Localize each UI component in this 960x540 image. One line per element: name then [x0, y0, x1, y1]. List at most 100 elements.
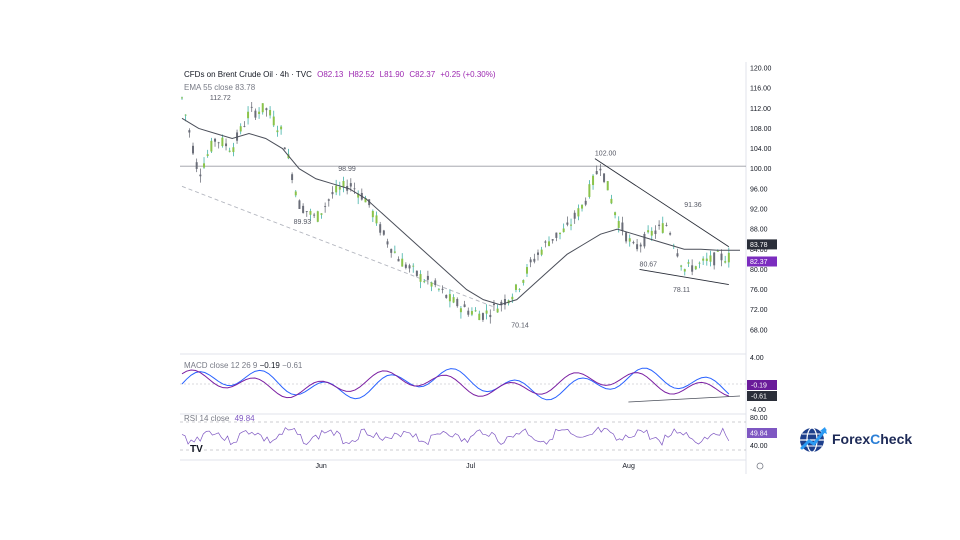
macd-badge-2 [747, 391, 777, 401]
candle-body [577, 208, 580, 217]
candle-body [581, 204, 584, 209]
candle-body [698, 262, 701, 264]
candle-body [353, 188, 356, 190]
candle-body [386, 241, 389, 245]
candle-body [217, 142, 220, 144]
price-annotation: 70.14 [511, 322, 529, 329]
price-tick-label: 100.00 [750, 166, 772, 173]
ohlc-open: O82.13 [317, 70, 344, 79]
candle-body [412, 265, 415, 267]
candle-body [636, 244, 639, 250]
ema-55-line [181, 117, 740, 306]
candle-body [525, 267, 528, 274]
candle-body [269, 110, 272, 116]
macd-value-1: −0.19 [259, 361, 280, 370]
candle-body [727, 252, 730, 263]
candle-body [522, 280, 525, 283]
macd-tick-label: -4.00 [750, 407, 766, 414]
candle-body [221, 137, 224, 147]
candle-body [401, 258, 404, 267]
rsi-label: RSI 14 close [184, 414, 230, 423]
close-price-badge-text: 82.37 [750, 259, 768, 266]
rsi-line [181, 426, 730, 446]
candle-body [617, 220, 620, 228]
candle-body [305, 211, 308, 212]
price-tick-label: 72.00 [750, 307, 768, 314]
price-tick-label: 116.00 [750, 86, 771, 93]
candle-body [500, 301, 503, 306]
candle-body [470, 311, 473, 315]
time-axis-label: Aug [622, 463, 635, 470]
rsi-tick-label: 80.00 [750, 415, 768, 422]
candle-body [225, 143, 228, 147]
candle-body [492, 303, 495, 306]
descending-trendline [181, 185, 495, 308]
chart-header: CFDs on Brent Crude Oil · 4h · TVC O82.1… [184, 70, 496, 79]
ema-price-badge-text: 83.78 [750, 242, 768, 249]
time-axis-label: Jun [316, 463, 327, 470]
price-annotation: 80.67 [640, 261, 658, 268]
candle-body [503, 298, 506, 305]
candle-body [371, 210, 374, 218]
macd-badge-1 [747, 380, 777, 390]
candle-body [437, 288, 440, 290]
candle-body [716, 251, 719, 252]
candle-body [573, 212, 576, 219]
price-annotation: 91.36 [684, 202, 702, 209]
candle-body [404, 264, 407, 268]
candle-body [459, 308, 462, 313]
price-annotation: 89.93 [294, 219, 312, 226]
price-annotation: 102.00 [595, 151, 617, 158]
price-tick-label: 80.00 [750, 267, 768, 274]
candle-body [632, 242, 635, 244]
candle-body [559, 232, 562, 235]
candle-body [445, 294, 448, 298]
candle-body [195, 162, 198, 169]
ohlc-change: +0.25 (+0.30%) [440, 70, 496, 79]
price-tick-label: 96.00 [750, 186, 768, 193]
candle-body [536, 252, 539, 255]
candle-body [474, 310, 477, 312]
candle-body [302, 205, 305, 213]
candle-body [309, 211, 312, 215]
candle-body [243, 126, 246, 127]
ema-price-badge [747, 239, 777, 250]
candle-body [247, 111, 250, 119]
candle-body [621, 222, 624, 231]
candle-body [570, 224, 573, 226]
price-tick-label: 92.00 [750, 207, 768, 214]
candle-body [441, 288, 444, 290]
candle-body [456, 299, 459, 307]
price-tick-label: 112.00 [750, 106, 771, 113]
candle-body [280, 126, 283, 130]
candle-body [390, 248, 393, 253]
candle-body [478, 313, 481, 321]
candle-body [529, 259, 532, 263]
tradingview-logo-icon: TV [190, 444, 203, 455]
candle-body [540, 249, 543, 255]
candle-body [188, 130, 191, 133]
candle-body [426, 275, 429, 280]
candle-body [283, 147, 286, 150]
candle-body [650, 230, 653, 236]
candle-body [584, 200, 587, 205]
candle-body [669, 233, 672, 235]
candle-body [232, 147, 235, 153]
close-price-badge [747, 256, 777, 267]
candle-body [533, 258, 536, 262]
macd-trendline [628, 395, 741, 403]
candle-body [423, 281, 426, 283]
candle-body [720, 253, 723, 261]
candle-body [408, 265, 411, 269]
candle-body [562, 228, 565, 233]
candle-body [481, 313, 484, 320]
price-annotation: 98.99 [338, 166, 356, 173]
price-tick-label: 108.00 [750, 126, 772, 133]
settings-gear-icon [756, 462, 764, 470]
forexcheck-logo: ForexCheck [798, 424, 912, 454]
rsi-value: 49.84 [234, 414, 255, 423]
candle-body [192, 145, 195, 154]
candle-body [206, 154, 209, 156]
price-tick-label: 88.00 [750, 227, 768, 234]
macd-value-2: −0.61 [282, 361, 303, 370]
